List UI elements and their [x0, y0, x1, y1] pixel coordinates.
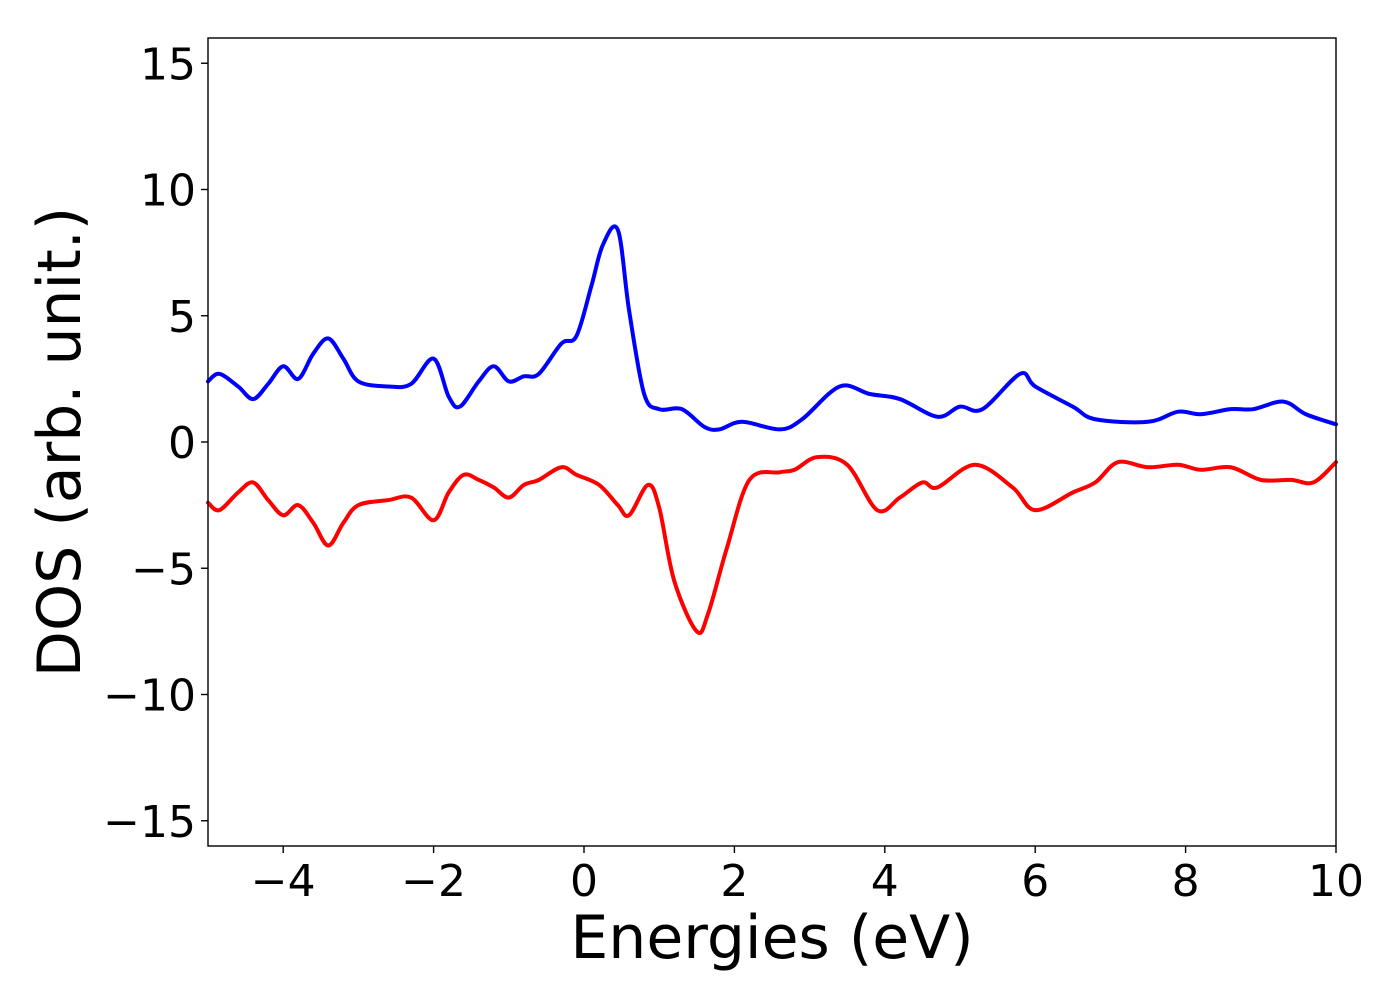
y-tick-label: −10 [103, 671, 196, 722]
y-tick-label: −5 [131, 544, 196, 595]
y-axis-ticks: 15 10 5 0 −5 −10 −15 [103, 39, 208, 848]
x-axis-title: Energies (eV) [570, 903, 973, 973]
x-tick-label: −2 [401, 856, 466, 907]
y-tick-label: −15 [103, 797, 196, 848]
y-tick-label: 10 [140, 166, 196, 217]
plot-area [208, 38, 1336, 846]
x-tick-label: 10 [1308, 856, 1364, 907]
x-tick-label: 6 [1021, 856, 1049, 907]
x-axis-ticks: −4 −2 0 2 4 6 8 10 [251, 846, 1364, 907]
series-line-0 [206, 224, 1338, 432]
y-tick-label: 0 [168, 418, 196, 469]
series-layer [206, 224, 1338, 635]
x-tick-label: 0 [570, 856, 598, 907]
series-line-1 [206, 454, 1338, 635]
y-tick-label: 15 [140, 39, 196, 90]
x-tick-label: −4 [251, 856, 316, 907]
y-tick-label: 5 [168, 292, 196, 343]
y-axis-title: DOS (arb. unit.) [25, 207, 95, 677]
x-tick-label: 2 [720, 856, 748, 907]
x-tick-label: 8 [1172, 856, 1200, 907]
x-tick-label: 4 [871, 856, 899, 907]
